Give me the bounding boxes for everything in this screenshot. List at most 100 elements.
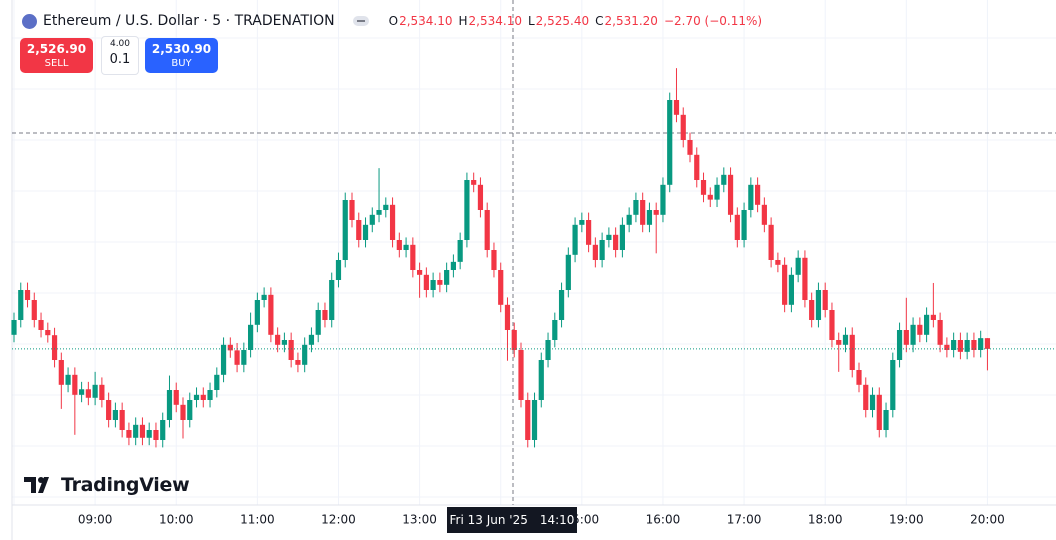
quantity-box[interactable]: 4.00 0.1	[101, 36, 139, 75]
sell-label: SELL	[44, 58, 69, 69]
candle-body	[748, 184, 754, 210]
candle-body	[937, 320, 943, 345]
candle-body	[491, 250, 497, 270]
candle-body	[173, 390, 179, 405]
ohlc-key: L	[527, 14, 535, 28]
candle-body	[288, 340, 294, 360]
eth-icon	[22, 13, 37, 29]
candle-body	[815, 290, 822, 320]
candle-body	[978, 338, 984, 350]
candle-body	[876, 394, 882, 430]
candle-body	[775, 260, 781, 265]
candle-body	[153, 430, 159, 440]
candle-body	[214, 374, 220, 390]
candle-body	[58, 360, 64, 385]
x-tick-label: 17:00	[727, 513, 762, 527]
candle-body	[727, 174, 734, 215]
candle-body	[673, 100, 680, 115]
candle-body	[687, 140, 693, 155]
candle-body	[362, 224, 369, 240]
candle-body	[261, 294, 267, 300]
candle-body	[234, 350, 240, 365]
candle-body	[741, 210, 747, 240]
candle-body	[437, 280, 443, 285]
buy-price: 2,530.90	[151, 42, 212, 56]
candle-body	[964, 340, 970, 352]
candle-body	[572, 224, 578, 255]
candle-body	[680, 114, 686, 140]
candle-body	[971, 340, 977, 350]
ohlc-value: 2,534.10	[399, 14, 453, 28]
buy-label: BUY	[171, 58, 192, 69]
buy-button[interactable]: 2,530.90 BUY	[145, 38, 218, 73]
candle-body	[254, 300, 260, 325]
sell-button[interactable]: 2,526.90 SELL	[20, 38, 93, 73]
candle-body	[579, 220, 585, 225]
crosshair-date: Fri 13 Jun '25	[449, 513, 528, 527]
candle-body	[423, 274, 429, 290]
candle-body	[721, 174, 727, 185]
candle-body	[369, 214, 375, 225]
candle-body	[227, 344, 233, 351]
candle-body	[241, 350, 247, 365]
x-tick-label: 11:00	[240, 513, 275, 527]
candle-body	[829, 310, 835, 340]
candle-body	[707, 194, 713, 200]
candle-body	[444, 270, 450, 285]
candle-body	[403, 244, 409, 250]
candle-body	[430, 280, 436, 290]
crosshair-time: 14:10	[539, 513, 575, 527]
candle-body	[112, 410, 118, 420]
candle-body	[951, 340, 957, 350]
candle-body	[180, 404, 186, 420]
logo[interactable]: TradingView	[24, 474, 190, 496]
logo-text: TradingView	[61, 474, 190, 496]
candle-body	[795, 257, 801, 275]
candle-body	[626, 214, 632, 225]
candle-body	[910, 324, 916, 345]
x-tick-label: 13:00	[402, 513, 437, 527]
candle-body	[484, 210, 490, 250]
candle-body	[322, 310, 328, 320]
candle-body	[761, 204, 767, 225]
candle-body	[869, 394, 876, 410]
candle-body	[667, 100, 673, 185]
candle-body	[396, 240, 402, 250]
x-tick-label: 16:00	[646, 513, 681, 527]
candle-body	[166, 390, 173, 420]
candle-body	[599, 240, 605, 260]
candle-body	[119, 410, 125, 430]
candle-body	[389, 204, 396, 240]
candle-body	[315, 310, 321, 335]
candle-body	[788, 274, 794, 305]
candle-body	[802, 257, 808, 300]
candle-body	[782, 264, 788, 305]
candle-body	[984, 338, 991, 349]
candle-body	[31, 300, 37, 320]
candle-body	[700, 180, 707, 195]
candle-body	[863, 384, 869, 410]
candle-body	[248, 324, 254, 350]
candle-body	[45, 330, 51, 336]
candle-body	[356, 220, 362, 240]
candle-body	[592, 244, 598, 260]
candle-body	[525, 400, 531, 440]
symbol-title[interactable]: Ethereum / U.S. Dollar · 5 · TRADENATION	[43, 13, 335, 29]
candle-body	[342, 200, 348, 260]
candle-body	[531, 400, 538, 440]
candle-body	[653, 210, 659, 215]
hide-toggle[interactable]	[352, 16, 369, 26]
candle-body	[79, 389, 85, 395]
candle-body	[302, 344, 308, 365]
candle-body	[160, 420, 166, 440]
candle-body	[924, 314, 930, 335]
candle-body	[477, 184, 484, 210]
candle-body	[714, 184, 720, 200]
candle-body	[65, 374, 71, 385]
candle-body	[619, 224, 625, 250]
candle-body	[11, 320, 17, 335]
candle-body	[335, 260, 342, 280]
candle-body	[72, 374, 78, 395]
sell-price: 2,526.90	[26, 42, 87, 56]
